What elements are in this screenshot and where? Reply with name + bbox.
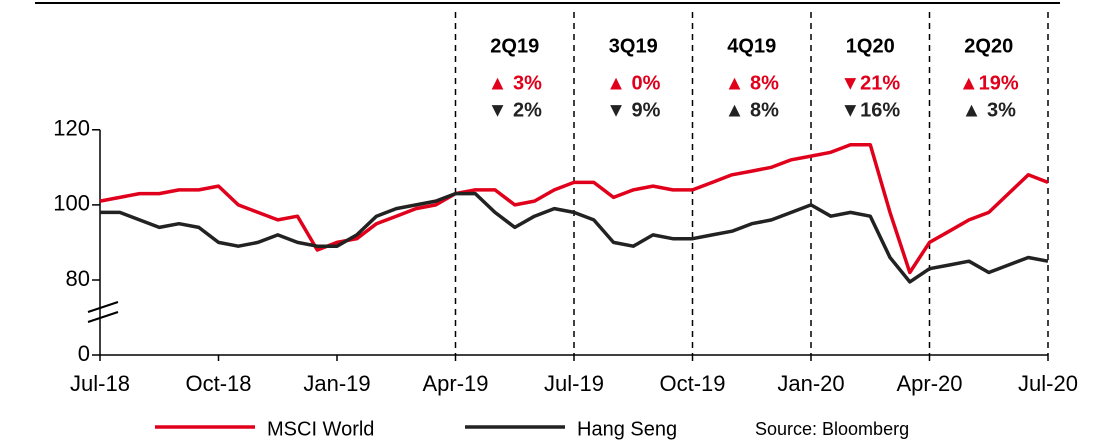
annotation-msci: ▲19% [959,72,1019,94]
axis-break [87,311,119,323]
x-tick-label: Oct-18 [185,371,251,396]
x-tick-label: Jan-19 [303,371,370,396]
annotation-msci: ▲ 0% [606,72,660,94]
annotation-msci: ▼21% [840,72,900,94]
annotation-hang-seng: ▼16% [840,99,900,121]
axis-break [87,301,119,313]
annotation-hang-seng: ▼ 9% [606,99,660,121]
y-tick-label: 80 [66,266,90,291]
annotation-label: 4Q19 [727,35,776,57]
y-tick-label: 0 [78,341,90,366]
annotation-hang-seng: ▼ 2% [488,99,542,121]
x-tick-label: Apr-20 [896,371,962,396]
annotation-label: 1Q20 [846,35,895,57]
x-tick-label: Jan-20 [777,371,844,396]
source: Source: Bloomberg [755,419,909,439]
series-line [100,191,1049,284]
annotation-msci: ▲ 8% [725,72,779,94]
legend-label: Hang Seng [577,418,677,440]
annotation-hang-seng: ▲ 3% [962,99,1016,121]
y-tick-label: 120 [53,116,90,141]
x-tick-label: Apr-19 [422,371,488,396]
x-tick-label: Jul-19 [544,371,604,396]
series-line [99,143,1049,275]
annotation-label: 2Q20 [964,35,1013,57]
annotation-hang-seng: ▲ 8% [725,99,779,121]
annotation-label: 3Q19 [609,35,658,57]
y-tick-label: 100 [53,191,90,216]
annotation-msci: ▲ 3% [488,72,542,94]
legend-label: MSCI World [267,418,374,440]
annotation-label: 2Q19 [490,35,539,57]
x-tick-label: Jul-20 [1018,371,1078,396]
x-tick-label: Jul-18 [70,371,130,396]
x-tick-label: Oct-19 [659,371,725,396]
